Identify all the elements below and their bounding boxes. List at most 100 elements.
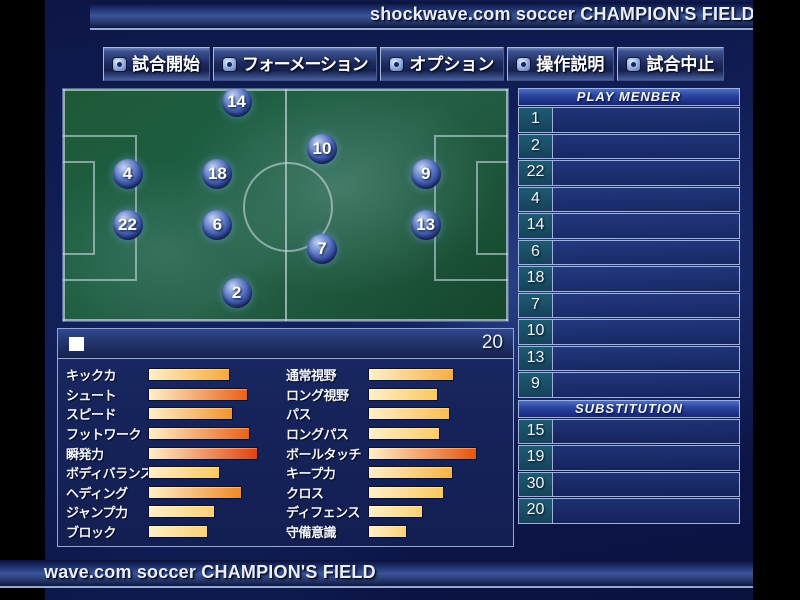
stat-label: 通常視野 [286,368,337,384]
soccer-field[interactable]: 14 4 18 10 9 22 6 13 7 2 [62,88,509,322]
stat-bar-track [368,427,501,441]
center-circle [242,162,333,252]
stat-label: ボディバランス [66,466,153,482]
roster-number: 14 [518,213,553,239]
stat-bar-track [368,505,501,519]
roster-name-slot[interactable] [553,213,740,239]
gear-icon [223,57,236,71]
player-marker[interactable]: 22 [112,209,143,240]
stat-bar [148,505,215,519]
player-stats-body: キックカ シュート スピード フットワーク 瞬発力 ボディバランス ヘディング ジャンプ力 ブロ… [58,359,513,546]
stat-bar-track [368,446,501,460]
roster-row[interactable]: 6 [518,239,740,265]
stat-label: ロングパス [286,427,349,443]
stat-bar-track [148,407,281,421]
roster-name-slot[interactable] [553,471,740,497]
roster-row[interactable]: 7 [518,292,740,318]
substitution-title: SUBSTITUTION [518,399,740,418]
roster-row[interactable]: 14 [518,213,740,239]
stat-label: フットワーク [66,427,142,443]
player-marker[interactable]: 2 [221,278,252,309]
roster-number: 7 [518,292,553,318]
stat-label: 守備意識 [286,525,337,541]
roster-name-slot[interactable] [553,186,740,212]
stat-bar [148,407,234,421]
roster-row[interactable]: 2 [518,133,740,159]
roster-name-slot[interactable] [553,266,740,292]
roster-number: 30 [518,471,553,497]
roster-row[interactable]: 15 [518,418,740,444]
roster-name-slot[interactable] [553,498,740,524]
roster-name-slot[interactable] [553,319,740,345]
menu-button-options[interactable]: オプション [380,47,505,81]
stat-bar-track [148,525,281,539]
player-marker[interactable]: 4 [112,158,143,189]
stat-label: ボールタッチ [286,446,362,462]
stat-label: ディフェンス [286,505,360,521]
stat-bar [368,485,444,499]
roster-name-slot[interactable] [553,160,740,186]
roster-row[interactable]: 10 [518,319,740,345]
roster-row[interactable]: 9 [518,372,740,398]
roster-name-slot[interactable] [553,445,740,471]
stat-label: シュート [66,387,117,403]
stat-bar-track [148,427,281,441]
gear-icon [517,57,531,71]
player-stats-panel: 20 キックカ シュート スピード フットワーク 瞬発力 ボディバランス ヘディング ジャンプ… [57,328,514,547]
stat-label: クロス [286,485,324,501]
roster-number: 10 [518,319,553,345]
goal-box-left [63,161,95,255]
stat-row: シュート [66,385,281,405]
stat-row: ロングパス [286,424,501,444]
player-marker[interactable]: 7 [306,234,337,265]
menu-button-label: フォーメーション [242,54,369,74]
play-member-title: PLAY MENBER [518,88,740,106]
roster-row[interactable]: 18 [518,266,740,292]
menu-button-start-match[interactable]: 試合開始 [103,47,210,81]
stat-row: キープ力 [286,463,501,483]
menu-button-formation[interactable]: フォーメーション [213,47,378,81]
stat-row: クロス [286,483,501,503]
player-marker[interactable]: 9 [410,158,441,189]
roster-row[interactable]: 13 [518,345,740,371]
stat-row: キックカ [66,365,281,385]
team-color-swatch [69,337,84,351]
stat-bar-track [148,387,281,401]
player-marker[interactable]: 10 [306,134,337,165]
player-marker[interactable]: 14 [221,89,252,117]
player-marker[interactable]: 13 [410,209,441,240]
roster-name-slot[interactable] [553,418,740,444]
main-menu: 試合開始 フォーメーション オプション 操作説明 試合中止 [103,47,725,81]
roster-name-slot[interactable] [553,133,740,159]
roster-row[interactable]: 20 [518,498,740,524]
roster-name-slot[interactable] [553,292,740,318]
roster-name-slot[interactable] [553,239,740,265]
app-title: shockwave.com soccer CHAMPION'S FIELD [370,4,753,24]
roster-name-slot[interactable] [553,107,740,133]
stat-bar-track [148,368,281,382]
stat-row: ディフェンス [286,502,501,522]
stats-column-left: キックカ シュート スピード フットワーク 瞬発力 ボディバランス ヘディング ジャンプ力 ブロ… [66,365,281,541]
player-marker[interactable]: 6 [202,209,233,240]
menu-button-cancel-match[interactable]: 試合中止 [617,47,725,81]
roster-name-slot[interactable] [553,372,740,398]
roster-number: 6 [518,239,553,265]
menu-button-controls-help[interactable]: 操作説明 [507,47,615,81]
roster-name-slot[interactable] [553,345,740,371]
roster-row[interactable]: 22 [518,160,740,186]
roster-row[interactable]: 4 [518,186,740,212]
stat-bar [368,466,454,480]
stat-bar [368,387,439,401]
gear-icon [113,57,126,71]
stat-row: ボールタッチ [286,443,501,463]
player-marker[interactable]: 18 [202,158,233,189]
player-rating: 20 [481,332,503,353]
roster-number: 1 [518,107,553,133]
roster-row[interactable]: 1 [518,107,740,133]
roster-row[interactable]: 19 [518,445,740,471]
gear-icon [390,57,404,71]
stat-bar [368,368,455,382]
stat-bar [368,525,407,539]
stat-label: パス [286,407,312,423]
roster-row[interactable]: 30 [518,471,740,497]
